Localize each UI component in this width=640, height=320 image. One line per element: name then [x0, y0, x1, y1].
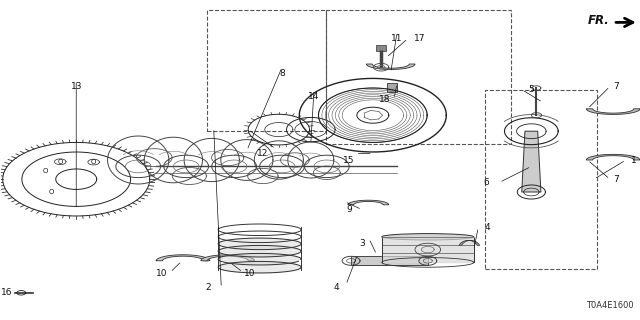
- Text: 2: 2: [205, 284, 211, 292]
- Polygon shape: [351, 256, 428, 265]
- Bar: [326, 10, 511, 144]
- Polygon shape: [348, 200, 388, 205]
- Text: 4: 4: [485, 223, 491, 232]
- Text: 15: 15: [344, 156, 355, 164]
- Polygon shape: [367, 64, 415, 69]
- Bar: [207, 10, 326, 131]
- Text: 11: 11: [391, 34, 403, 43]
- Polygon shape: [586, 109, 640, 115]
- Polygon shape: [381, 237, 474, 262]
- Text: 17: 17: [413, 34, 425, 43]
- Polygon shape: [522, 131, 541, 192]
- Bar: [485, 90, 597, 269]
- Text: 9: 9: [346, 205, 352, 214]
- Text: 18: 18: [379, 95, 390, 104]
- Text: O: O: [49, 189, 54, 195]
- Text: 16: 16: [1, 288, 13, 297]
- Polygon shape: [218, 245, 301, 257]
- Polygon shape: [156, 255, 210, 261]
- Text: O: O: [91, 159, 96, 165]
- Ellipse shape: [381, 234, 474, 240]
- Text: O: O: [42, 168, 47, 174]
- Polygon shape: [218, 261, 301, 273]
- Text: 13: 13: [70, 82, 82, 91]
- Polygon shape: [218, 238, 301, 250]
- Bar: [387, 83, 397, 92]
- Bar: [376, 45, 386, 51]
- Text: FR.: FR.: [588, 14, 610, 27]
- Text: 10: 10: [156, 269, 168, 278]
- Polygon shape: [459, 240, 480, 245]
- Text: 7: 7: [614, 82, 620, 91]
- Text: 1: 1: [631, 156, 637, 164]
- Text: 4: 4: [333, 284, 339, 292]
- Text: 10: 10: [244, 269, 256, 278]
- Polygon shape: [201, 255, 255, 261]
- Text: 14: 14: [308, 92, 320, 100]
- Text: 8: 8: [279, 69, 285, 78]
- Text: 3: 3: [360, 239, 365, 248]
- Polygon shape: [586, 154, 640, 160]
- Text: 6: 6: [484, 178, 490, 187]
- Text: 12: 12: [257, 149, 269, 158]
- Polygon shape: [218, 253, 301, 265]
- Text: T0A4E1600: T0A4E1600: [586, 301, 634, 310]
- Text: 5: 5: [529, 85, 534, 94]
- Text: O: O: [58, 159, 63, 165]
- Text: 7: 7: [614, 175, 620, 184]
